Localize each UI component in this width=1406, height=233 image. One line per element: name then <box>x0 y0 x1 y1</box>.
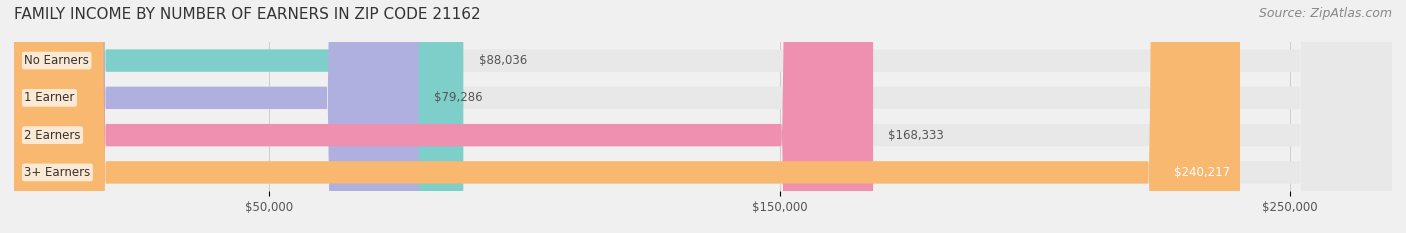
Text: $79,286: $79,286 <box>434 91 482 104</box>
Text: No Earners: No Earners <box>24 54 89 67</box>
Text: Source: ZipAtlas.com: Source: ZipAtlas.com <box>1258 7 1392 20</box>
FancyBboxPatch shape <box>14 0 419 233</box>
FancyBboxPatch shape <box>14 0 1392 233</box>
FancyBboxPatch shape <box>14 0 1392 233</box>
Text: 2 Earners: 2 Earners <box>24 129 80 142</box>
Text: $240,217: $240,217 <box>1174 166 1230 179</box>
FancyBboxPatch shape <box>14 0 1392 233</box>
FancyBboxPatch shape <box>14 0 464 233</box>
Text: 1 Earner: 1 Earner <box>24 91 75 104</box>
Text: $88,036: $88,036 <box>478 54 527 67</box>
FancyBboxPatch shape <box>14 0 1392 233</box>
Text: 3+ Earners: 3+ Earners <box>24 166 90 179</box>
Text: FAMILY INCOME BY NUMBER OF EARNERS IN ZIP CODE 21162: FAMILY INCOME BY NUMBER OF EARNERS IN ZI… <box>14 7 481 22</box>
Text: $168,333: $168,333 <box>889 129 945 142</box>
FancyBboxPatch shape <box>14 0 1240 233</box>
FancyBboxPatch shape <box>14 0 873 233</box>
